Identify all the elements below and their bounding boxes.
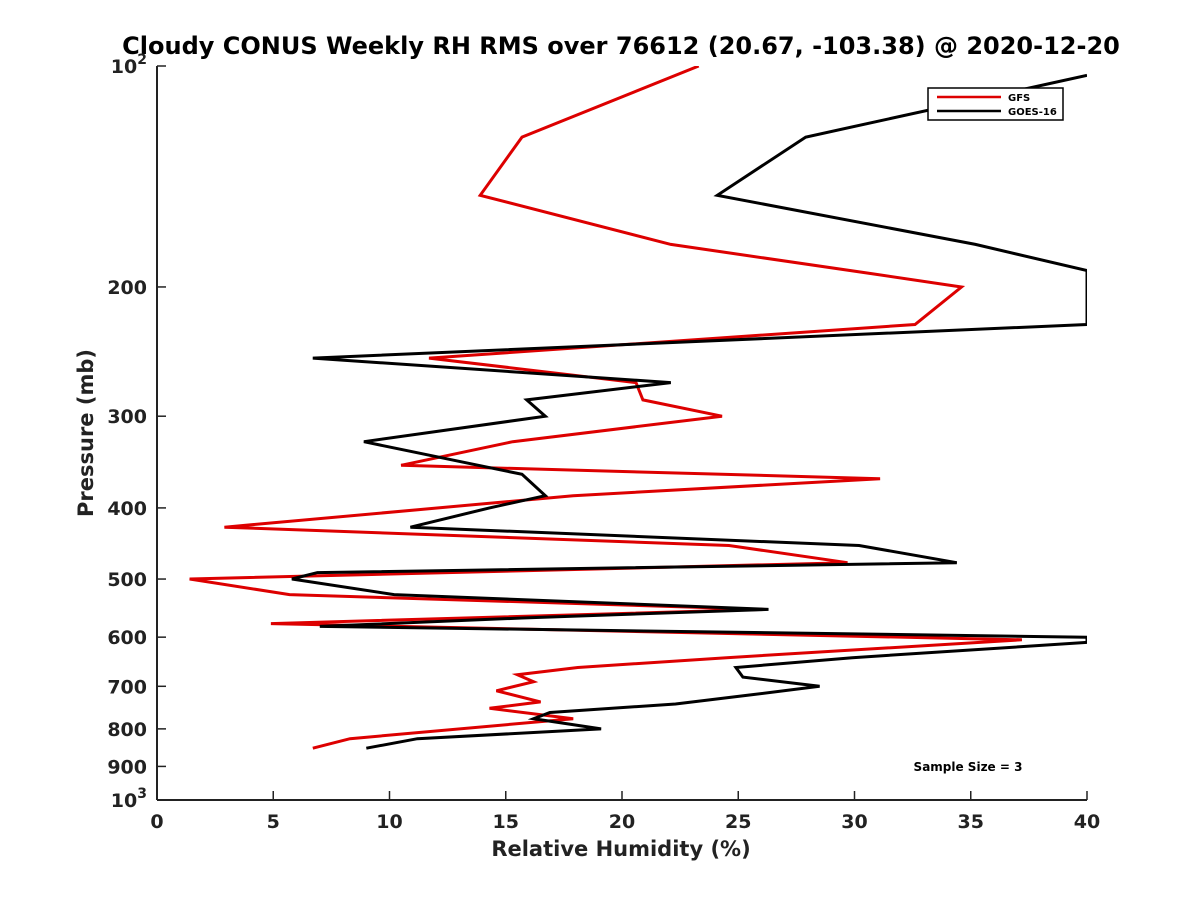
x-tick-label: 25 <box>725 811 751 833</box>
axes <box>156 66 1087 801</box>
series-line-goes-16 <box>291 73 1087 750</box>
chart-title: Cloudy CONUS Weekly RH RMS over 76612 (2… <box>122 32 1120 60</box>
y-tick-label: 800 <box>107 719 147 741</box>
y-tick-label: 700 <box>107 676 147 698</box>
x-tick-label: 35 <box>958 811 984 833</box>
legend-box <box>927 87 1064 121</box>
y-tick-label: 200 <box>107 277 147 299</box>
legend-label-gfs: GFS <box>1008 93 1030 104</box>
plot-lines <box>189 66 1087 750</box>
y-ticks: 102 200 300 400 500 600 700 800 900 103 <box>107 52 166 812</box>
y-axis-label: Pressure (mb) <box>74 349 98 517</box>
x-tick-label: 10 <box>376 811 402 833</box>
x-tick-label: 0 <box>150 811 163 833</box>
legend-label-goes-16: GOES-16 <box>1008 107 1057 118</box>
y-tick-label: 102 <box>111 52 147 78</box>
x-axis-label: Relative Humidity (%) <box>491 837 750 861</box>
x-tick-label: 5 <box>267 811 280 833</box>
y-tick-label: 103 <box>111 786 147 812</box>
sample-size-annotation: Sample Size = 3 <box>914 760 1023 774</box>
x-tick-label: 40 <box>1074 811 1100 833</box>
legend: GFS GOES-16 <box>927 87 1064 121</box>
y-tick-label: 900 <box>107 756 147 778</box>
x-tick-label: 15 <box>493 811 519 833</box>
x-tick-label: 20 <box>609 811 635 833</box>
x-tick-label: 30 <box>841 811 867 833</box>
y-tick-label: 300 <box>107 406 147 428</box>
series-line-gfs <box>189 66 1022 750</box>
y-tick-label: 400 <box>107 498 147 520</box>
y-tick-label: 600 <box>107 627 147 649</box>
y-tick-label: 500 <box>107 569 147 591</box>
x-ticks: 0 5 10 15 20 25 30 35 40 <box>150 791 1100 833</box>
